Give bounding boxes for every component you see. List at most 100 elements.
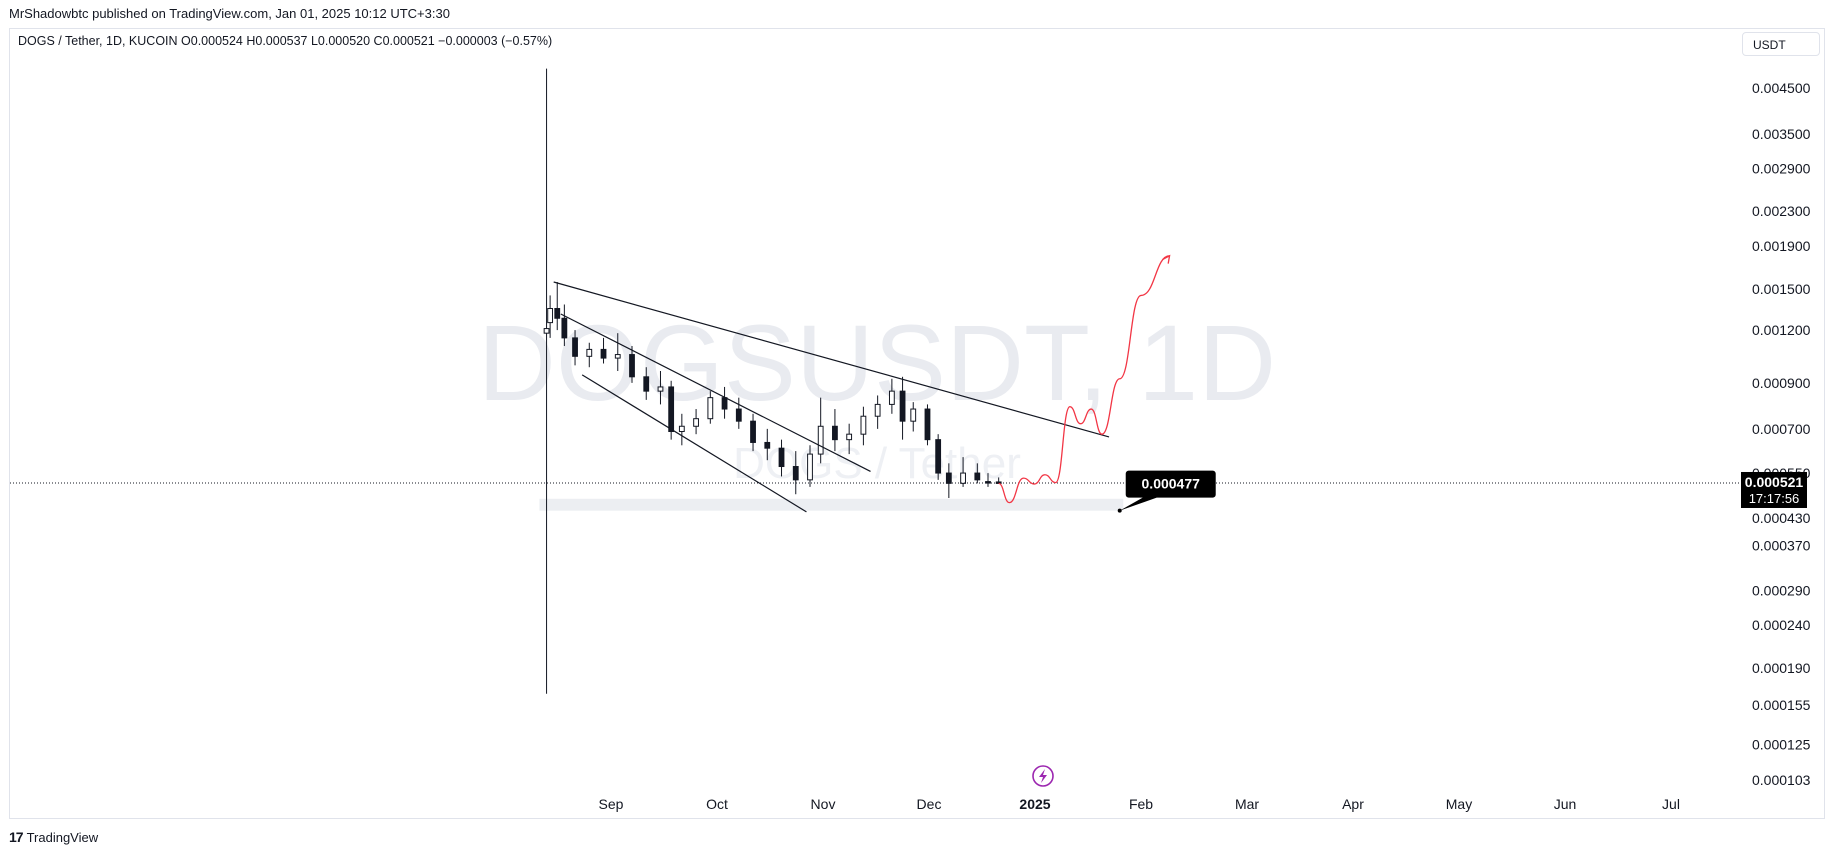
candle	[935, 434, 942, 480]
y-tick-label: 0.001200	[1752, 322, 1811, 338]
trendline	[560, 313, 871, 472]
candle-body	[750, 420, 756, 443]
candle	[945, 463, 952, 499]
tradingview-logo-icon[interactable]: 17	[9, 829, 24, 845]
candle-body	[846, 433, 853, 441]
candle-body	[543, 328, 550, 334]
y-tick-label: 0.004500	[1752, 80, 1811, 96]
candle	[643, 367, 650, 400]
candle	[561, 304, 568, 347]
candle	[974, 463, 981, 484]
chart-frame[interactable]	[9, 28, 1825, 819]
candle-body	[547, 308, 554, 324]
candle-body	[945, 472, 952, 484]
watermark-symbol: DOGSUSDT, 1D	[478, 302, 1276, 423]
watermark: DOGSUSDT, 1D DOGS / Tether	[478, 302, 1276, 488]
candle	[614, 333, 621, 371]
candle	[807, 445, 813, 487]
x-tick-label: Dec	[917, 796, 942, 812]
candle	[874, 395, 881, 429]
candle	[846, 423, 853, 455]
candle	[860, 406, 867, 446]
y-tick-label: 0.001900	[1752, 238, 1811, 254]
candle	[764, 428, 771, 461]
candle-body	[561, 317, 568, 339]
x-tick-label: Nov	[811, 796, 836, 812]
y-tick-label: 0.002900	[1752, 160, 1811, 176]
candle	[960, 457, 966, 487]
candle-body	[974, 472, 981, 481]
currency-selector[interactable]: USDT	[1742, 32, 1820, 56]
candle-body	[721, 397, 728, 410]
candle	[910, 402, 917, 432]
candle-body	[554, 308, 561, 319]
lightning-icon[interactable]	[1032, 765, 1054, 787]
candle-body	[600, 348, 607, 359]
candle-body	[586, 348, 593, 357]
candle	[629, 346, 635, 383]
candle-body	[899, 390, 906, 422]
publisher-line: MrShadowbtc published on TradingView.com…	[9, 6, 450, 21]
support-zone	[539, 498, 1124, 511]
price-callout: 0.000477	[1117, 470, 1216, 513]
candle	[817, 397, 824, 464]
candle-body	[629, 354, 635, 378]
last-price-badge-bg	[1741, 471, 1807, 508]
y-tick-label: 0.000370	[1752, 538, 1811, 554]
callout-label: 0.000477	[1142, 476, 1201, 492]
candle-body	[832, 425, 838, 441]
candle	[750, 413, 756, 452]
candle-body	[860, 415, 867, 435]
x-tick-label: Sep	[599, 796, 624, 812]
candle-body	[924, 408, 931, 441]
candle-listing	[543, 68, 550, 694]
candle-body	[764, 441, 771, 449]
y-tick-label: 0.000900	[1752, 375, 1811, 391]
candle	[832, 409, 838, 452]
candle	[547, 295, 554, 338]
x-tick-label: Jul	[1662, 796, 1680, 812]
y-tick-label: 0.000190	[1752, 660, 1811, 676]
candle	[888, 378, 895, 414]
last-price-value: 0.000521	[1745, 474, 1804, 490]
candle	[899, 376, 906, 440]
candle	[693, 409, 699, 435]
trendline	[553, 281, 1110, 438]
projection-path	[998, 255, 1170, 504]
candle-body	[910, 408, 917, 422]
y-tick-label: 0.000103	[1752, 772, 1811, 788]
candle	[678, 413, 685, 446]
callout-box	[1119, 470, 1216, 511]
candle	[735, 397, 742, 429]
x-tick-label: Jun	[1554, 796, 1577, 812]
candle-body	[678, 425, 685, 433]
candle	[707, 391, 714, 424]
trendline	[581, 374, 807, 513]
candle	[924, 404, 931, 446]
x-tick-label: Oct	[706, 796, 728, 812]
candle	[572, 330, 578, 366]
candle-body	[807, 453, 813, 481]
x-tick-label: Apr	[1342, 796, 1364, 812]
candle	[792, 451, 799, 495]
y-tick-label: 0.002300	[1752, 203, 1811, 219]
y-tick-label: 0.000155	[1752, 697, 1811, 713]
y-tick-label: 0.001500	[1752, 281, 1811, 297]
candle-body	[792, 466, 799, 481]
y-tick-label: 0.000240	[1752, 617, 1811, 633]
symbol-legend: DOGS / Tether, 1D, KUCOIN O0.000524 H0.0…	[18, 34, 553, 48]
footer: 17 TradingView	[9, 829, 98, 845]
candle-body	[874, 403, 881, 417]
candle	[657, 370, 664, 405]
candle-body	[817, 425, 824, 455]
candle	[586, 342, 593, 368]
candle	[554, 282, 561, 331]
x-tick-label: 2025	[1019, 796, 1050, 812]
x-tick-label: May	[1446, 796, 1472, 812]
y-tick-label: 0.000125	[1752, 737, 1811, 753]
y-tick-label: 0.000700	[1752, 421, 1811, 437]
candle-body	[657, 386, 664, 392]
candle	[778, 439, 785, 477]
